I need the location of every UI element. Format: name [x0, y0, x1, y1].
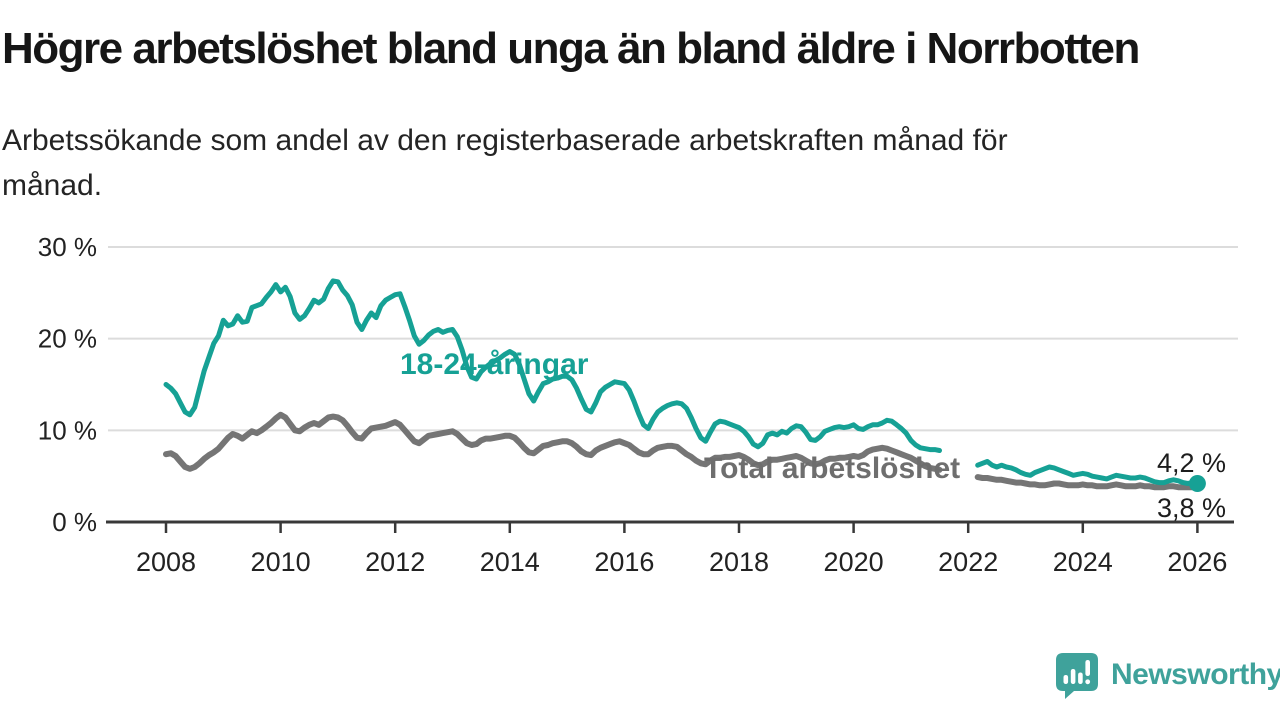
chart-subtitle: Arbetssökande som andel av den registerb… [2, 118, 1202, 208]
total-line [974, 474, 1201, 491]
total-line [163, 411, 943, 473]
end-value-label-youth: 4,2 % [1157, 448, 1226, 478]
series-label-youth: 18-24-åringar [400, 348, 589, 381]
x-axis-tick-label: 2016 [594, 547, 654, 577]
series-label-total: Total arbetslöshet [704, 452, 960, 485]
y-axis-tick-label: 10 % [38, 415, 97, 445]
chart-subtitle-line2: månad. [2, 169, 103, 202]
x-axis-tick-label: 2020 [824, 547, 884, 577]
youth-line-end-dot [1188, 475, 1206, 492]
x-axis-tick-label: 2022 [938, 547, 998, 577]
newsworthy-logotype: Newsworthy [1111, 658, 1280, 691]
x-axis-tick-label: 2008 [136, 547, 196, 577]
newsworthy-logo-icon [1056, 653, 1098, 699]
x-axis-tick-label: 2012 [365, 547, 425, 577]
youth-line [975, 459, 1200, 486]
x-axis-tick-label: 2018 [709, 547, 769, 577]
page-title: Högre arbetslöshet bland unga än bland ä… [2, 24, 1140, 73]
chart-subtitle-line1: Arbetssökande som andel av den registerb… [2, 124, 1008, 157]
x-axis-tick-label: 2026 [1167, 547, 1227, 577]
x-axis-tick-label: 2014 [480, 547, 540, 577]
newsworthy-branding: Newsworthy [1054, 651, 1280, 699]
x-axis-tick-label: 2010 [251, 547, 311, 577]
chart-series-lines [163, 278, 1206, 492]
end-value-label-total: 3,8 % [1157, 493, 1226, 523]
x-axis-tick-label: 2024 [1053, 547, 1113, 577]
y-axis-tick-label: 20 % [38, 324, 97, 354]
youth-line [163, 278, 942, 453]
y-axis-tick-label: 30 % [38, 232, 97, 262]
y-axis-tick-label: 0 % [52, 507, 97, 537]
chart-axes: 30 % 20 % 10 % 0 % 2008 2010 2012 2014 2016 2018 2… [38, 232, 1234, 577]
